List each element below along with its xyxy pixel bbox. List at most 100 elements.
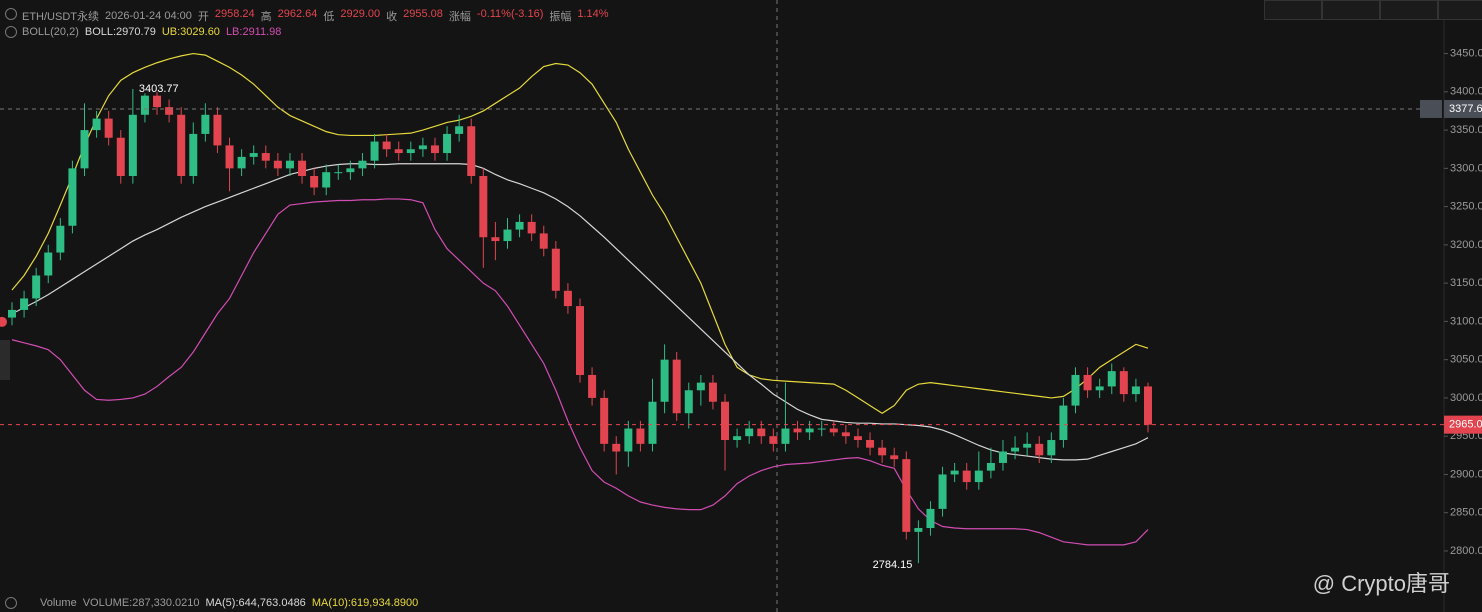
candle-body (998, 451, 1007, 463)
high-annotation: 3403.77 (139, 83, 179, 95)
candle-body (1023, 443, 1032, 448)
candle-body (1144, 386, 1152, 425)
candle-body (527, 221, 536, 234)
toolbar-button[interactable] (1264, 0, 1322, 20)
volume-value: MA(5):644,763.0486 (205, 597, 306, 609)
side-handle[interactable] (0, 340, 10, 380)
candle-body (1119, 371, 1128, 395)
candle-body (950, 470, 959, 475)
candle-body (1011, 447, 1020, 452)
candle-body (986, 462, 995, 471)
candle-body (539, 233, 548, 249)
stat-value: 1.14% (577, 8, 609, 20)
candle-body (853, 436, 862, 441)
collapse-icon[interactable] (5, 8, 17, 20)
collapse-icon[interactable] (5, 26, 17, 38)
candle-body (576, 306, 584, 375)
candle-body (817, 428, 826, 430)
candle-body (1047, 440, 1056, 456)
candle-body (600, 397, 609, 444)
toolbar-button[interactable] (1380, 0, 1438, 20)
candle-body (914, 528, 923, 532)
candle-body (165, 107, 174, 115)
candle-body (237, 156, 246, 169)
candle-body (1083, 374, 1092, 391)
candle-body (926, 508, 935, 529)
candle-body (104, 118, 113, 138)
candle-body (430, 145, 439, 154)
candle-body (1095, 386, 1104, 391)
candle-body (322, 172, 331, 188)
candle-body (890, 455, 899, 460)
candle-body (80, 130, 89, 169)
candle-body (298, 160, 307, 177)
low-annotation: 2784.15 (873, 559, 913, 571)
candle-body (285, 160, 294, 169)
last-price-box (1444, 415, 1482, 434)
toolbar-button[interactable] (1322, 0, 1380, 20)
candle-body (757, 428, 766, 437)
stat-label: 高 (260, 11, 272, 23)
candle-body (394, 149, 403, 154)
candle-body (273, 160, 282, 169)
candle-body (177, 114, 186, 177)
candle-body (866, 440, 875, 448)
candle-body (116, 137, 125, 177)
candle-body (249, 153, 258, 157)
candle-body (189, 133, 198, 177)
indicator-row: BOLL(20,2) BOLL:2970.79 UB:3029.60 LB:29… (22, 26, 281, 38)
candle-body (974, 470, 983, 483)
candle-body (1059, 405, 1068, 441)
header-row: ETH/USDT永续 2026-01-24 04:00 开 2958.24 高 296… (22, 8, 609, 24)
candle-body (128, 114, 137, 177)
candle-body (612, 443, 621, 452)
candle-body (201, 114, 210, 134)
stats: 开 2958.24 高 2962.64 低 2929.00 收 2955.08 涨幅 -0.11%… (198, 8, 609, 24)
candle-body (140, 95, 149, 115)
stat-label: 振幅 (549, 11, 572, 23)
candle-body (878, 447, 887, 456)
candle-body (68, 168, 77, 226)
candle-body (684, 390, 693, 414)
stat-value: -0.11%(-3.16) (476, 8, 544, 20)
boll-band (11, 198, 1149, 546)
candle-body (551, 248, 560, 291)
candle-body (20, 298, 29, 310)
volume-name: Volume (40, 597, 77, 609)
candle-body (1107, 371, 1116, 387)
collapse-icon[interactable] (5, 597, 17, 609)
candle-body (563, 290, 572, 307)
candle-body (1035, 443, 1044, 456)
candle-body (8, 309, 16, 318)
stat-label: 开 (197, 11, 209, 23)
candle-body (443, 133, 452, 154)
candle-body (660, 359, 669, 402)
candle-body (624, 428, 633, 452)
y-tick-label: 3000.0 (1450, 392, 1482, 404)
candle-body (636, 428, 645, 444)
candle-body (418, 145, 427, 150)
stat-label: 低 (323, 11, 335, 23)
candle-body (841, 432, 850, 437)
toolbar-button[interactable] (1438, 0, 1482, 20)
candle-body (902, 459, 911, 532)
y-tick-label: 3400.0 (1450, 86, 1482, 98)
stat-value: 2955.08 (403, 8, 443, 20)
candle-body (358, 160, 367, 169)
y-tick-label: 3200.0 (1450, 239, 1482, 251)
candle-body (793, 428, 802, 433)
y-tick-label: 3450.0 (1450, 47, 1482, 59)
indicator-value: UB:3029.60 (161, 26, 220, 38)
indicator-name: BOLL(20,2) (22, 26, 79, 38)
crosshair-box (1444, 99, 1482, 118)
candle-body (213, 114, 222, 146)
candle-body (1131, 386, 1140, 395)
crosshair-button (1420, 99, 1442, 118)
candle-body (829, 428, 838, 433)
volume-value: VOLUME:287,330.0210 (82, 597, 200, 609)
indicator-value: LB:2911.98 (225, 26, 282, 38)
candle-body (370, 141, 379, 161)
candle-body (261, 153, 270, 161)
